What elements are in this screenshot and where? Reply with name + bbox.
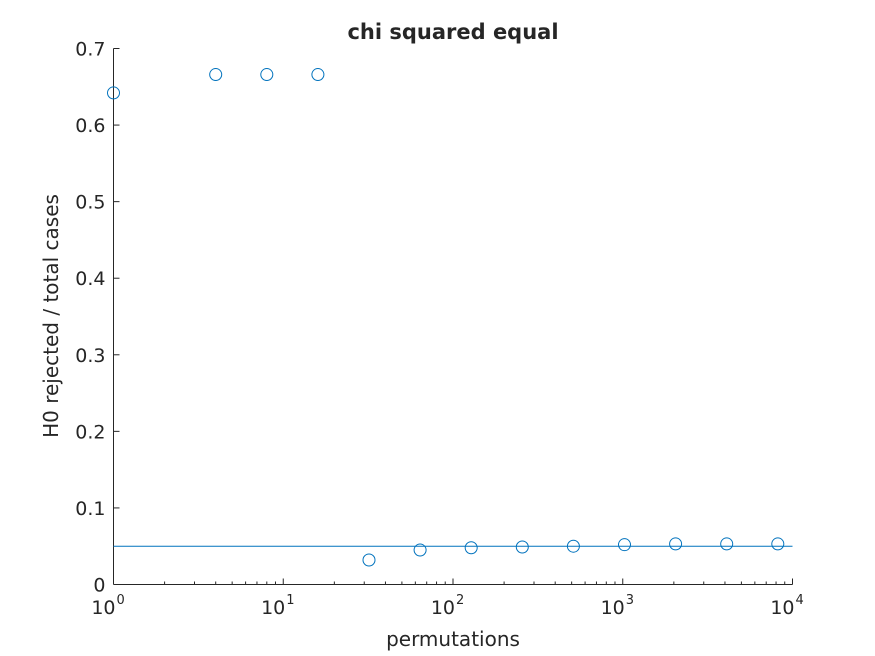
x-tick-label-base: 10 <box>91 597 115 619</box>
y-tick-label: 0.2 <box>75 421 105 443</box>
x-axis-label: permutations <box>386 627 520 651</box>
data-point <box>107 86 120 100</box>
plot-area: 10 0 10 1 10 2 10 3 10 4 00.10.20.30.40.50.60.7 <box>75 39 804 620</box>
data-point <box>260 68 274 82</box>
x-tick-label: 10 0 <box>91 593 124 619</box>
y-axis-label: H0 rejected / total cases <box>39 194 63 438</box>
x-tick-label-exponent: 0 <box>117 593 125 608</box>
data-point <box>566 539 580 553</box>
y-tick-label: 0 <box>93 575 105 597</box>
data-point <box>413 543 427 557</box>
data-point <box>362 553 376 567</box>
x-tick-label: 10 1 <box>261 593 294 619</box>
data-point <box>617 538 631 552</box>
x-ticks: 10 0 10 1 10 2 10 3 10 4 <box>91 578 804 619</box>
chart-marks <box>107 68 793 567</box>
x-tick-label: 10 4 <box>770 593 803 619</box>
data-point <box>311 68 325 82</box>
data-point <box>669 537 683 551</box>
x-tick-label-exponent: 2 <box>456 593 464 608</box>
data-point <box>209 68 223 82</box>
x-tick-label: 10 2 <box>431 593 464 619</box>
x-tick-label: 10 3 <box>601 593 634 619</box>
x-tick-label-base: 10 <box>431 597 455 619</box>
x-tick-label-exponent: 4 <box>796 593 804 608</box>
y-tick-label: 0.6 <box>75 115 105 137</box>
x-tick-label-base: 10 <box>770 597 794 619</box>
chart-title: chi squared equal <box>347 20 558 44</box>
y-tick-label: 0.7 <box>75 39 105 61</box>
y-tick-label: 0.1 <box>75 498 105 520</box>
x-tick-label-base: 10 <box>601 597 625 619</box>
y-tick-label: 0.4 <box>75 268 105 290</box>
data-point <box>771 537 785 551</box>
x-tick-label-exponent: 3 <box>626 593 634 608</box>
y-tick-label: 0.3 <box>75 345 105 367</box>
y-ticks: 0 0.1 0.2 0.3 0.4 0.5 0.6 0.7 <box>75 39 120 597</box>
data-point <box>464 541 478 555</box>
x-tick-label-base: 10 <box>261 597 285 619</box>
x-tick-label-exponent: 1 <box>286 593 294 608</box>
y-tick-label: 0.5 <box>75 192 105 214</box>
data-point <box>720 537 734 551</box>
data-point <box>515 540 529 554</box>
